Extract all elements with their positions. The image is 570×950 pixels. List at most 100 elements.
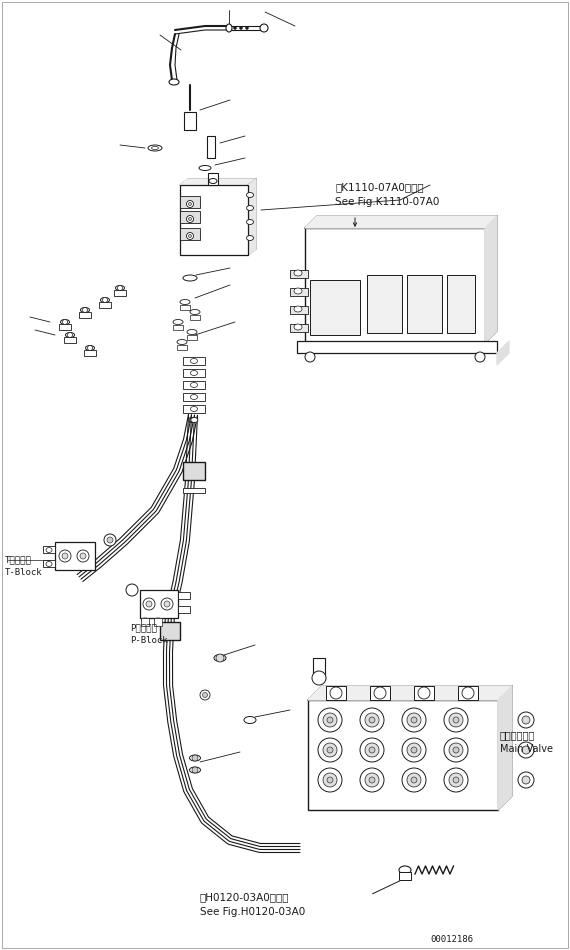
Ellipse shape: [246, 205, 254, 211]
Circle shape: [522, 776, 530, 784]
Ellipse shape: [152, 146, 158, 149]
Ellipse shape: [190, 394, 197, 400]
Ellipse shape: [186, 216, 193, 222]
Bar: [180, 211, 200, 223]
Ellipse shape: [148, 145, 162, 151]
Circle shape: [305, 352, 315, 362]
Ellipse shape: [189, 218, 192, 220]
Circle shape: [59, 550, 71, 562]
Circle shape: [369, 747, 375, 753]
Circle shape: [360, 768, 384, 792]
Ellipse shape: [46, 561, 52, 566]
Bar: [183, 357, 205, 365]
Bar: [154, 618, 162, 626]
Ellipse shape: [186, 233, 193, 239]
Bar: [180, 305, 190, 310]
Bar: [183, 405, 205, 413]
Bar: [114, 290, 126, 296]
Circle shape: [318, 708, 342, 732]
Ellipse shape: [187, 330, 197, 334]
Text: 第H0120-03A0図参照: 第H0120-03A0図参照: [200, 892, 290, 902]
Circle shape: [407, 713, 421, 727]
Polygon shape: [180, 179, 256, 185]
Bar: [79, 312, 91, 318]
Ellipse shape: [86, 346, 95, 351]
Circle shape: [407, 773, 421, 787]
Bar: [180, 196, 200, 208]
Bar: [297, 341, 497, 353]
Ellipse shape: [294, 270, 302, 276]
Ellipse shape: [190, 383, 197, 388]
Bar: [183, 393, 205, 401]
Ellipse shape: [177, 339, 187, 345]
Bar: [140, 590, 178, 618]
Ellipse shape: [190, 407, 197, 411]
Ellipse shape: [83, 308, 88, 313]
Bar: [187, 335, 197, 340]
Circle shape: [402, 768, 426, 792]
Circle shape: [444, 738, 468, 762]
Polygon shape: [498, 686, 512, 810]
Circle shape: [318, 738, 342, 762]
Ellipse shape: [103, 297, 108, 302]
Bar: [84, 350, 96, 356]
Polygon shape: [497, 341, 509, 365]
Circle shape: [200, 690, 210, 700]
Circle shape: [411, 717, 417, 723]
Ellipse shape: [209, 179, 217, 183]
Circle shape: [449, 773, 463, 787]
Circle shape: [126, 584, 138, 596]
Circle shape: [107, 537, 113, 543]
Circle shape: [327, 717, 333, 723]
Ellipse shape: [46, 547, 52, 553]
Bar: [310, 280, 360, 335]
Ellipse shape: [63, 319, 67, 325]
Bar: [407, 275, 442, 333]
Ellipse shape: [100, 297, 109, 302]
Circle shape: [453, 717, 459, 723]
Bar: [183, 488, 205, 493]
Bar: [183, 381, 205, 389]
Circle shape: [146, 601, 152, 607]
Text: P-Block: P-Block: [130, 636, 168, 645]
Text: See Fig.H0120-03A0: See Fig.H0120-03A0: [200, 907, 306, 917]
Ellipse shape: [246, 219, 254, 224]
Ellipse shape: [67, 332, 72, 337]
Circle shape: [418, 687, 430, 699]
Circle shape: [192, 755, 198, 761]
Circle shape: [449, 713, 463, 727]
Circle shape: [365, 743, 379, 757]
Bar: [178, 592, 190, 599]
Circle shape: [407, 743, 421, 757]
Bar: [190, 315, 200, 320]
Circle shape: [518, 772, 534, 788]
Ellipse shape: [191, 417, 198, 423]
Ellipse shape: [199, 165, 211, 170]
Circle shape: [330, 687, 342, 699]
Bar: [178, 606, 190, 613]
Ellipse shape: [190, 370, 197, 375]
Bar: [447, 275, 475, 333]
Circle shape: [327, 747, 333, 753]
Circle shape: [80, 553, 86, 559]
Circle shape: [374, 687, 386, 699]
Ellipse shape: [294, 324, 302, 330]
Text: メインバルブ: メインバルブ: [500, 730, 535, 740]
Ellipse shape: [154, 618, 161, 622]
Ellipse shape: [141, 618, 149, 622]
Circle shape: [216, 654, 224, 662]
Bar: [229, 26, 264, 30]
Text: Pブロック: Pブロック: [130, 623, 157, 632]
Polygon shape: [485, 216, 497, 343]
Ellipse shape: [246, 193, 254, 198]
Bar: [55, 542, 95, 570]
Bar: [43, 560, 55, 567]
Circle shape: [518, 742, 534, 758]
Bar: [414, 686, 434, 700]
Bar: [458, 686, 478, 700]
Bar: [160, 622, 180, 640]
Circle shape: [518, 712, 534, 728]
Bar: [370, 686, 390, 700]
Circle shape: [369, 777, 375, 783]
Circle shape: [360, 738, 384, 762]
